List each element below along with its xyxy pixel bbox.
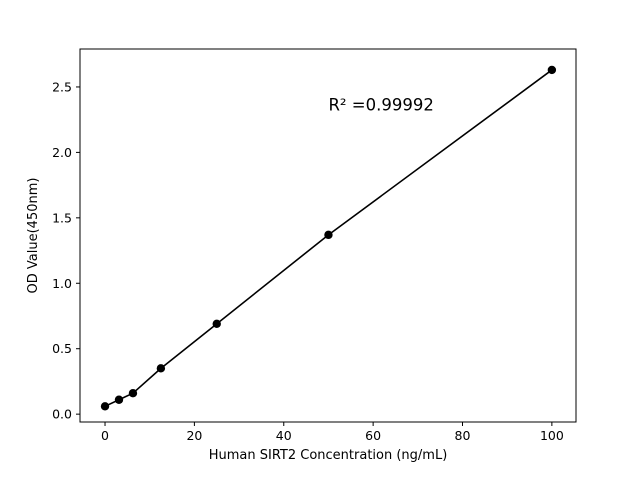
data-point xyxy=(324,230,333,240)
x-tick-label: 0 xyxy=(101,428,109,443)
x-tick-label: 100 xyxy=(540,428,564,443)
data-point xyxy=(100,402,110,411)
y-tick-label: 2.0 xyxy=(52,145,72,160)
x-tick-label: 60 xyxy=(365,428,381,443)
data-point xyxy=(156,364,166,373)
plot-area: 0 20 40 60 80 100 0.0 0.5 1.0 1.5 2.0 2.5 xyxy=(52,48,577,443)
x-axis-label: Human SIRT2 Concentration (ng/mL) xyxy=(209,448,448,463)
x-tick-label: 40 xyxy=(276,428,292,443)
y-tick-label: 1.0 xyxy=(52,276,72,291)
y-tick-label: 0.0 xyxy=(52,407,72,422)
y-tick-label: 1.5 xyxy=(52,210,72,225)
x-tick-label: 80 xyxy=(455,428,471,443)
data-point xyxy=(128,389,138,398)
data-point xyxy=(547,65,557,75)
r-squared-annotation: R² =0.99992 xyxy=(328,96,433,115)
data-point xyxy=(212,319,221,329)
x-tick-label: 20 xyxy=(186,428,202,443)
y-tick-label: 0.5 xyxy=(52,341,72,356)
y-tick-label: 2.5 xyxy=(52,79,72,94)
data-point xyxy=(114,395,124,404)
y-axis-label: OD Value(450nm) xyxy=(26,178,41,294)
axes-frame xyxy=(79,48,577,423)
